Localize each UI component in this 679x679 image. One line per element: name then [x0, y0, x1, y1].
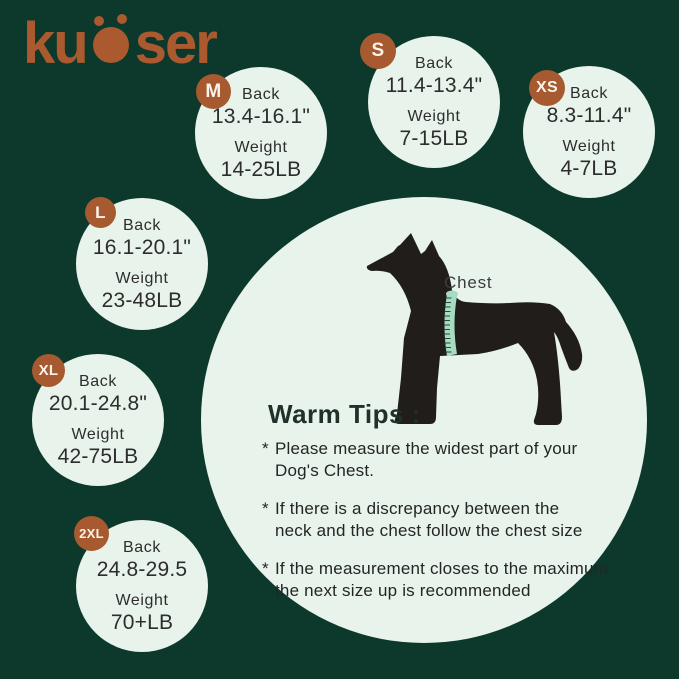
- back-value: 13.4-16.1": [211, 104, 311, 128]
- measuring-tape: [444, 290, 458, 356]
- back-value: 24.8-29.5: [96, 557, 188, 581]
- back-label: Back: [415, 54, 453, 72]
- size-badge-xs: XS: [529, 70, 565, 106]
- warm-tip: * If there is a discrepancy between the n…: [262, 498, 610, 542]
- dog-figure: [360, 230, 595, 435]
- chest-label: Chest: [444, 273, 493, 292]
- back-value: 8.3-11.4": [546, 103, 632, 127]
- brand-logo: ku ser: [23, 11, 218, 76]
- tip-text: the next size up is recommended: [275, 581, 531, 600]
- logo-text-ku: ku: [23, 11, 89, 76]
- back-value: 16.1-20.1": [92, 235, 192, 259]
- tip-text: If there is a discrepancy between the: [275, 499, 560, 518]
- weight-label: Weight: [115, 269, 169, 287]
- warm-tip: * If the measurement closes to the maximu…: [262, 558, 610, 602]
- size-badge-m: M: [196, 74, 231, 109]
- weight-label: Weight: [115, 591, 169, 609]
- dog-silhouette: [366, 233, 583, 425]
- size-badge-l: L: [85, 197, 116, 228]
- back-label: Back: [123, 538, 161, 556]
- weight-label: Weight: [407, 107, 461, 125]
- warm-tips-list: * Please measure the widest part of your …: [262, 438, 610, 618]
- warm-tip: * Please measure the widest part of your …: [262, 438, 610, 482]
- tip-bullet: *: [262, 499, 269, 518]
- tip-text: Dog's Chest.: [275, 461, 375, 480]
- paw-icon: [90, 14, 132, 63]
- back-value: 11.4-13.4": [385, 73, 483, 97]
- tip-text: neck and the chest follow the chest size: [275, 521, 583, 540]
- size-badge-2xl: 2XL: [74, 516, 109, 551]
- back-label: Back: [570, 84, 608, 102]
- weight-value: 7-15LB: [399, 126, 469, 150]
- tip-bullet: *: [262, 439, 269, 458]
- size-badge-xl: XL: [32, 354, 65, 387]
- tip-text: If the measurement closes to the maximum: [275, 559, 609, 578]
- weight-value: 4-7LB: [560, 156, 618, 180]
- weight-value: 70+LB: [110, 610, 174, 634]
- weight-value: 23-48LB: [101, 288, 183, 312]
- size-badge-s: S: [360, 33, 396, 69]
- back-label: Back: [242, 85, 280, 103]
- back-value: 20.1-24.8": [48, 391, 148, 415]
- weight-value: 42-75LB: [57, 444, 139, 468]
- warm-tips-title: Warm Tips :: [268, 399, 421, 429]
- back-label: Back: [79, 372, 117, 390]
- weight-label: Weight: [71, 425, 125, 443]
- weight-value: 14-25LB: [220, 157, 302, 181]
- back-label: Back: [123, 216, 161, 234]
- tip-bullet: *: [262, 559, 269, 578]
- logo-text-ser: ser: [134, 11, 218, 76]
- weight-label: Weight: [234, 138, 288, 156]
- dog-body: [366, 233, 583, 425]
- tip-text: Please measure the widest part of your: [275, 439, 578, 458]
- weight-label: Weight: [562, 137, 616, 155]
